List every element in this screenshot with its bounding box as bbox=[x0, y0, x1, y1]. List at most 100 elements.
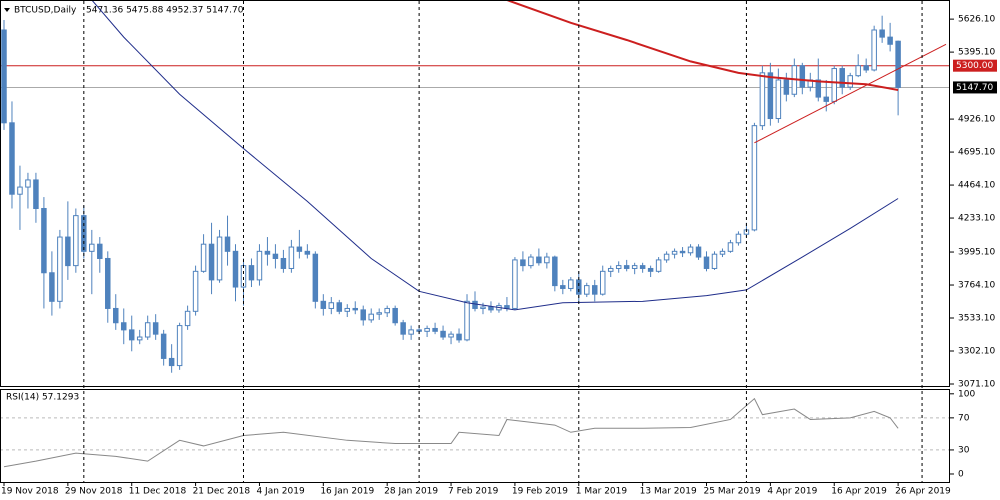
candle-body bbox=[711, 253, 718, 269]
candle-body bbox=[480, 306, 486, 309]
candle-body bbox=[17, 186, 23, 195]
main-panel bbox=[0, 1, 950, 373]
y-tick-label: 4464.10 bbox=[958, 181, 995, 191]
candle-body bbox=[831, 68, 837, 102]
candle-body bbox=[360, 309, 366, 321]
candle-body bbox=[113, 307, 119, 324]
candle-body bbox=[895, 40, 901, 88]
candle-body bbox=[176, 325, 183, 367]
candle-body bbox=[320, 300, 327, 309]
rsi-tick-label: 70 bbox=[958, 413, 970, 423]
candle-body bbox=[344, 307, 351, 312]
price-label-bg bbox=[953, 81, 997, 94]
candle-body bbox=[376, 312, 382, 315]
candle-body bbox=[9, 122, 15, 195]
candle-body bbox=[584, 285, 590, 295]
candle-body bbox=[783, 79, 790, 95]
candle-body bbox=[192, 270, 199, 312]
candle-body bbox=[623, 265, 630, 269]
candle-body bbox=[815, 79, 822, 98]
candle-body bbox=[25, 179, 31, 188]
candle-body bbox=[823, 96, 830, 102]
candle-body bbox=[200, 243, 207, 272]
moving-average bbox=[92, 1, 899, 311]
candle-body bbox=[336, 302, 343, 312]
candle-body bbox=[639, 265, 646, 269]
candle-body bbox=[65, 236, 71, 267]
x-tick-label: 4 Jan 2019 bbox=[256, 487, 304, 497]
candle-body bbox=[472, 300, 478, 309]
x-tick-label: 1 Mar 2019 bbox=[576, 487, 628, 497]
main-frame bbox=[0, 0, 950, 387]
candle-body bbox=[120, 322, 127, 331]
y-tick-label: 3071.10 bbox=[958, 379, 995, 389]
candle-body bbox=[615, 265, 622, 269]
candle-body bbox=[775, 79, 782, 120]
candle-body bbox=[296, 246, 303, 252]
candle-body bbox=[512, 259, 518, 309]
candle-body bbox=[136, 336, 143, 341]
candle-body bbox=[288, 246, 295, 269]
rsi-tick-label: 0 bbox=[958, 469, 964, 479]
candle-body bbox=[105, 257, 111, 309]
y-tick-label: 3995.10 bbox=[958, 248, 995, 258]
candle-body bbox=[408, 329, 414, 335]
candle-body bbox=[528, 256, 534, 267]
rsi-tick-label: 30 bbox=[958, 445, 970, 455]
candle-body bbox=[863, 65, 869, 71]
candle-body bbox=[160, 333, 167, 359]
candle-body bbox=[152, 322, 159, 335]
candle-body bbox=[687, 246, 694, 254]
candle-body bbox=[703, 256, 710, 269]
trendline bbox=[754, 43, 947, 144]
candle-body bbox=[392, 307, 398, 324]
y-tick-label: 5395.10 bbox=[958, 48, 995, 58]
candle-body bbox=[735, 233, 742, 244]
candle-body bbox=[679, 250, 686, 254]
candle-body bbox=[591, 285, 598, 295]
candle-body bbox=[855, 65, 861, 77]
x-tick-label: 26 Apr 2019 bbox=[895, 487, 951, 497]
y-tick-label: 4926.10 bbox=[958, 115, 995, 125]
y-tick-label: 5626.10 bbox=[958, 15, 995, 25]
rsi-line bbox=[3, 397, 899, 468]
candle-body bbox=[328, 302, 335, 309]
candle-body bbox=[312, 253, 319, 302]
candle-body bbox=[695, 246, 702, 258]
candle-body bbox=[49, 272, 55, 302]
candle-body bbox=[128, 329, 135, 341]
candle-body bbox=[488, 306, 494, 311]
candle-body bbox=[81, 215, 87, 252]
candle-body bbox=[887, 36, 893, 45]
candle-body bbox=[568, 279, 574, 289]
candle-body bbox=[647, 267, 654, 272]
candle-body bbox=[727, 242, 734, 252]
candle-body bbox=[552, 256, 558, 287]
candle-body bbox=[520, 259, 526, 267]
candle-body bbox=[871, 29, 877, 71]
candle-body bbox=[1, 29, 7, 124]
candle-body bbox=[168, 357, 175, 367]
candle-body bbox=[33, 179, 39, 209]
candle-body bbox=[464, 300, 470, 341]
candle-body bbox=[448, 333, 454, 338]
rsi-panel bbox=[0, 397, 950, 468]
candle-body bbox=[400, 322, 406, 335]
x-tick-label: 7 Feb 2019 bbox=[448, 487, 499, 497]
candle-body bbox=[767, 72, 774, 120]
price-label: 5300.00 bbox=[956, 61, 993, 71]
y-tick-label: 3302.10 bbox=[958, 346, 995, 356]
x-tick-label: 16 Jan 2019 bbox=[320, 487, 374, 497]
candle-body bbox=[89, 243, 95, 252]
candle-body bbox=[544, 256, 550, 264]
candle-body bbox=[759, 72, 766, 127]
candle-body bbox=[280, 257, 287, 269]
candle-body bbox=[248, 265, 255, 281]
candle-body bbox=[216, 236, 223, 281]
candle-body bbox=[232, 250, 239, 288]
candle-body bbox=[224, 236, 231, 252]
candle-body bbox=[671, 250, 678, 255]
candle-body bbox=[655, 259, 662, 272]
candle-body bbox=[631, 265, 638, 269]
